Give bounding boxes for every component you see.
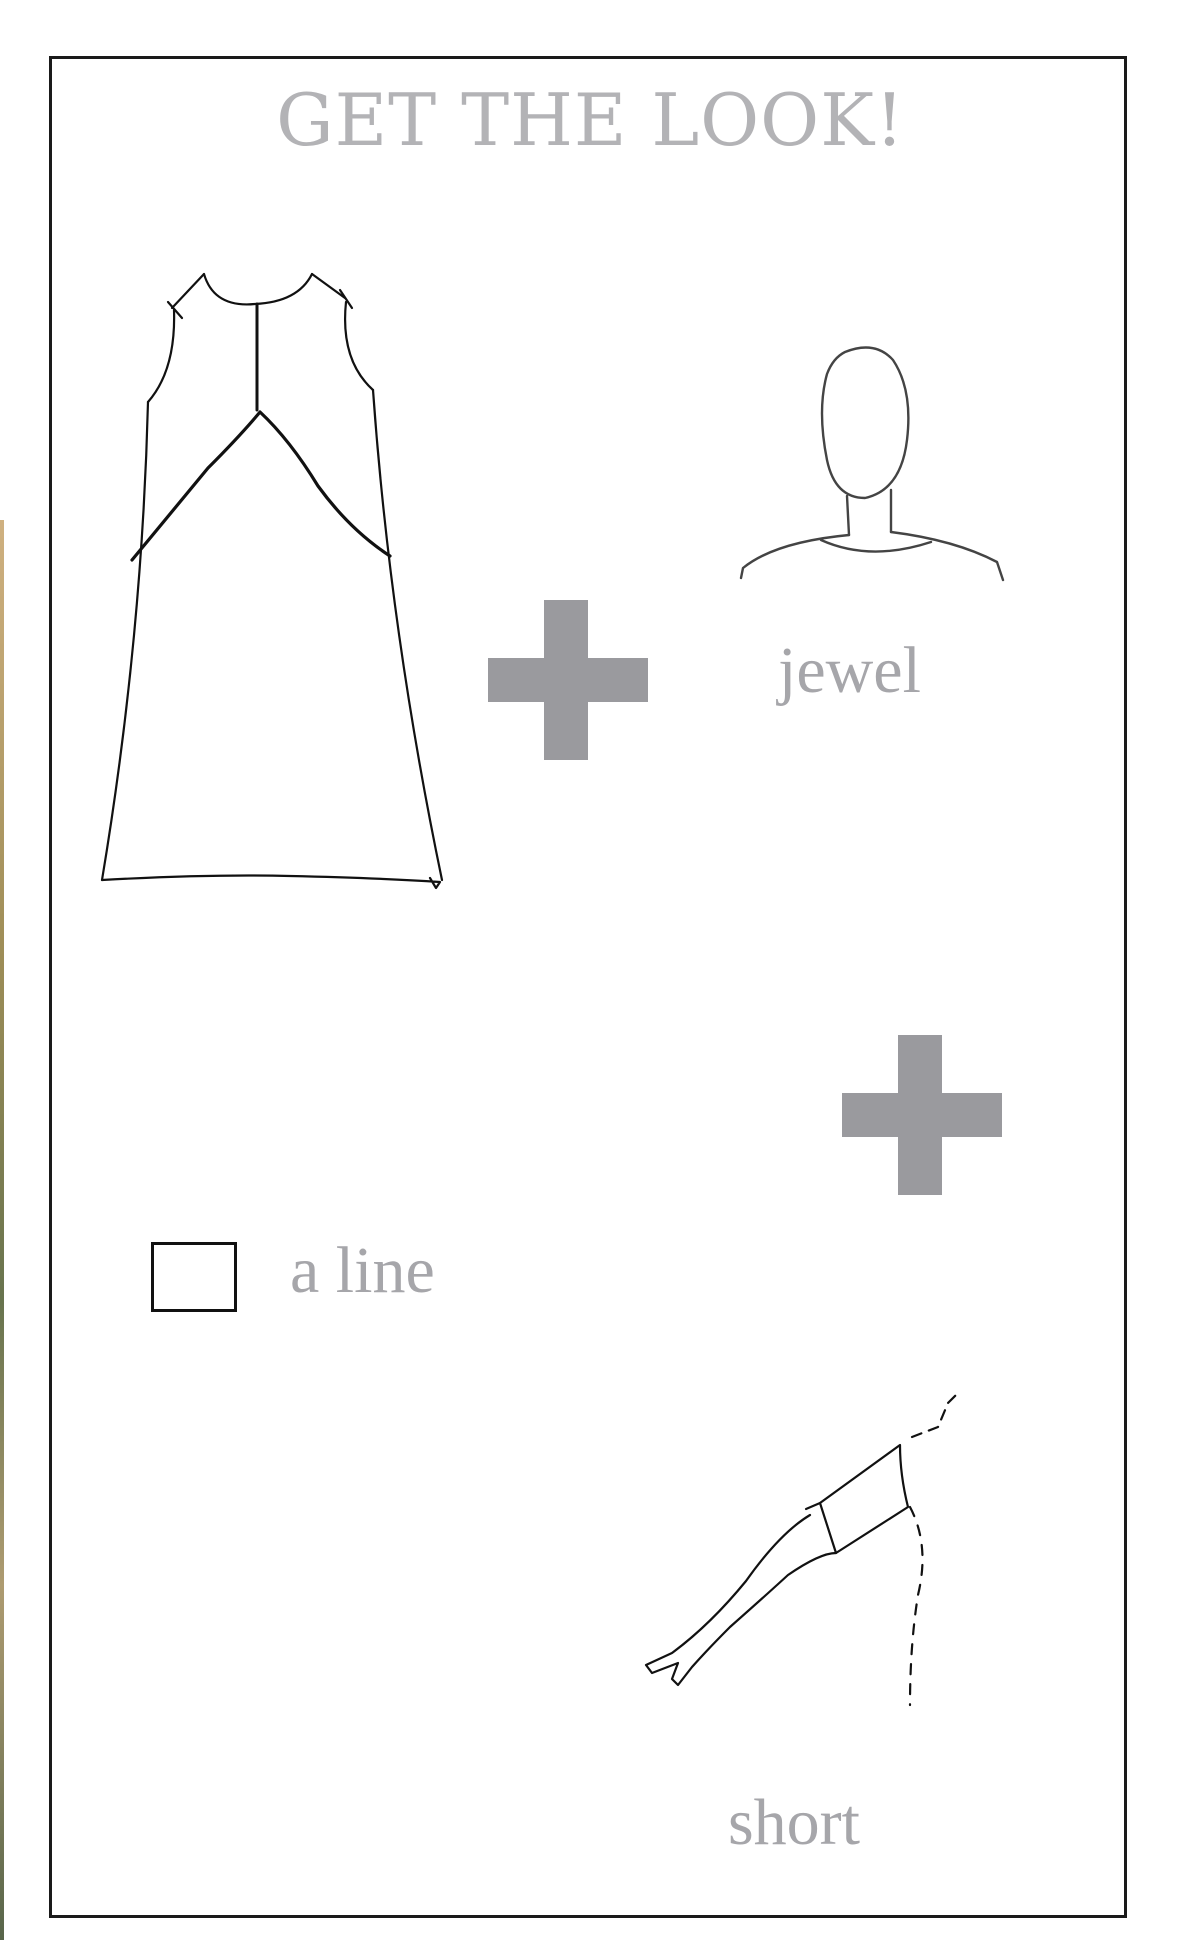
plus-icon — [842, 1035, 1002, 1195]
left-edge-strip — [0, 520, 4, 1940]
neckline-label: jewel — [778, 634, 921, 707]
silhouette-checkbox[interactable] — [151, 1242, 237, 1312]
look-card-frame — [49, 56, 1127, 1918]
plus-icon — [488, 600, 648, 760]
short-sleeve-arm-sketch-icon — [644, 1389, 962, 1707]
a-line-dress-sketch-icon — [100, 272, 444, 890]
page-title: GET THE LOOK! — [276, 78, 905, 162]
jewel-neckline-sketch-icon — [739, 346, 1005, 582]
sleeve-label: short — [728, 1786, 860, 1859]
silhouette-label: a line — [290, 1234, 435, 1307]
